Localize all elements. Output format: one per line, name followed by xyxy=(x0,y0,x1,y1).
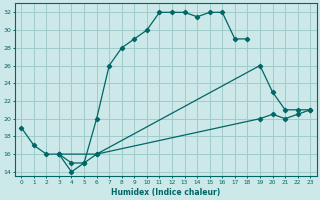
X-axis label: Humidex (Indice chaleur): Humidex (Indice chaleur) xyxy=(111,188,220,197)
